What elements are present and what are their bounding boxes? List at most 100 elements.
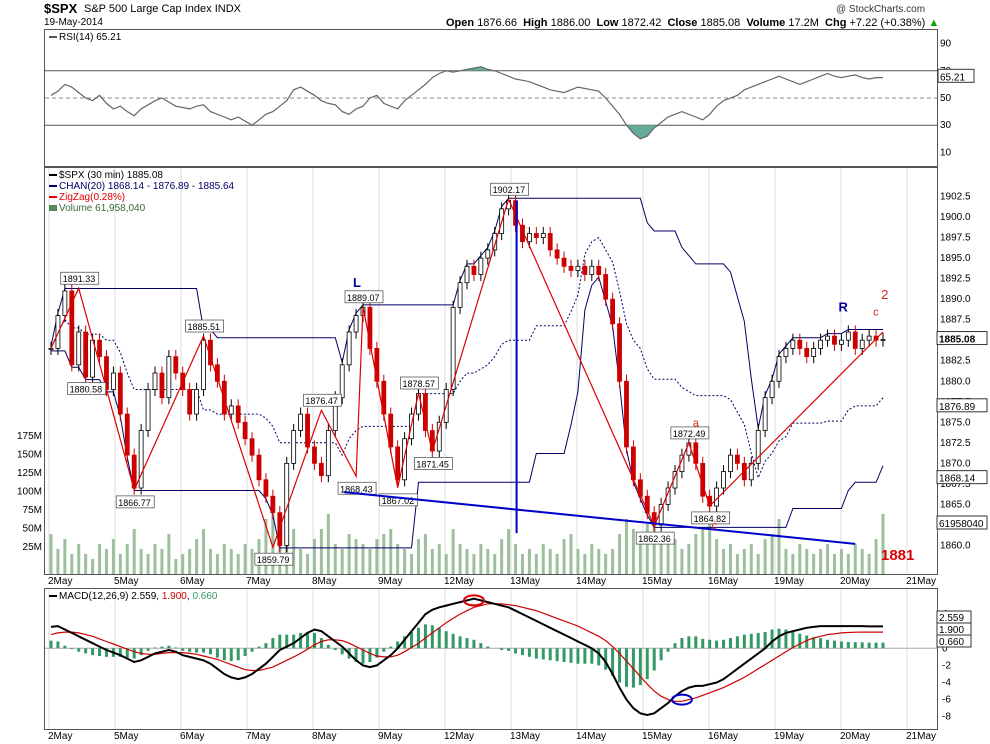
macd-hist-bar	[486, 646, 490, 649]
price-x-axis: 2May 5May 6May 7May 8May 9May 12May 13May 14May 1…	[48, 576, 936, 587]
pivot-label: 1902.17	[493, 185, 526, 195]
macd-hist-bar	[874, 642, 878, 649]
volume-bar	[832, 554, 836, 574]
volume-bar	[153, 544, 157, 574]
volume-bar	[722, 549, 726, 574]
macd-hist-bar	[541, 648, 545, 660]
candle-body	[367, 306, 373, 349]
macd-hist-bar	[555, 648, 559, 662]
wave-label: c	[712, 520, 718, 532]
macd-hist-bar	[181, 648, 185, 651]
macd-hist-bar	[805, 635, 809, 649]
pivot-label: 1872.49	[673, 429, 706, 439]
pattern-label-R: R	[838, 299, 848, 314]
macd-hist-bar	[271, 638, 275, 649]
volume-bar	[118, 554, 122, 574]
candle-body	[388, 413, 394, 448]
volume-bar	[250, 549, 254, 574]
macd-hist-bar	[326, 644, 330, 649]
candle-body	[859, 339, 865, 349]
volume-bar	[125, 544, 129, 574]
candle-body	[395, 446, 401, 481]
candle-body	[825, 335, 830, 341]
price-right-label: 1876.89	[939, 402, 976, 413]
volume-bar	[770, 534, 774, 574]
price-right-box	[936, 331, 988, 346]
volume-bar	[208, 549, 212, 574]
volume-bar	[271, 514, 275, 574]
candle-body	[575, 265, 581, 271]
price-x-tick: 8May	[312, 576, 336, 587]
volume-bar	[306, 554, 310, 574]
macd-hist-bar	[590, 648, 594, 664]
candle-body	[568, 265, 574, 271]
candle-body	[762, 397, 768, 431]
volume-bar	[437, 544, 441, 574]
volume-bar	[860, 549, 864, 574]
volume-bar	[853, 544, 857, 574]
volume-bar	[98, 544, 102, 574]
price-tick: 1895.0	[940, 253, 971, 264]
volume-bar	[659, 534, 663, 574]
candle-body	[776, 356, 782, 382]
candle-body	[339, 364, 345, 399]
macd-hist-bar	[292, 634, 296, 649]
pivot-box	[400, 376, 439, 390]
macd-x-axis: 2May 5May 6May 7May 8May 9May 12May 13May 14May 1…	[48, 731, 936, 742]
macd-right-label: 2.559	[939, 613, 964, 624]
macd-hist-bar	[444, 631, 448, 649]
volume-bar	[742, 549, 746, 574]
volume-bar	[465, 549, 469, 574]
volume-bar	[867, 554, 871, 574]
macd-hist-bar	[576, 648, 580, 664]
macd-x-tick: 2May	[48, 731, 72, 742]
pivot-label: 1868.43	[340, 484, 373, 494]
volume-bar	[430, 549, 434, 574]
macd-hist-bar	[278, 634, 282, 649]
price-tick: 1872.5	[940, 438, 971, 449]
neckline-trendline	[343, 491, 856, 545]
price-x-tick: 20May	[840, 576, 870, 587]
volume-bar	[479, 544, 483, 574]
volume-bar	[333, 544, 337, 574]
macd-hist-bar	[728, 638, 732, 649]
price-panel: 1891.33 1880.58 1866.77 1885.51 1859.79 1876.…	[44, 167, 938, 575]
volume-bar	[56, 549, 60, 574]
price-right-label: 1868.14	[939, 474, 976, 485]
macd-hist-bar	[202, 648, 206, 653]
volume-bar	[292, 529, 296, 574]
volume-bar	[694, 534, 698, 574]
volume-bar	[687, 544, 691, 574]
macd-tick: -8	[942, 712, 951, 723]
volume-bar	[673, 539, 677, 574]
volume-bar	[728, 544, 732, 574]
pivot-label: 1871.45	[416, 459, 449, 469]
macd-hist-bar	[70, 648, 74, 650]
macd-hist-bar	[188, 648, 192, 652]
macd-hist-bar	[56, 641, 60, 649]
macd-tick: -2	[942, 660, 951, 671]
volume-bar	[91, 559, 95, 574]
price-x-tick: 14May	[576, 576, 606, 587]
volume-bar	[590, 544, 594, 574]
candle-body	[346, 331, 352, 366]
candle-body	[839, 339, 844, 345]
price-x-tick: 16May	[708, 576, 738, 587]
macd-hist-bar	[791, 632, 795, 649]
price-tick: 1897.5	[940, 233, 971, 244]
candle-body	[173, 356, 179, 374]
macd-hist-bar	[583, 648, 587, 664]
macd-hist-bar	[645, 648, 649, 680]
macd-tick: -6	[942, 695, 951, 706]
macd-hist-bar	[257, 646, 261, 649]
macd-hist-bar	[146, 648, 150, 651]
macd-hist-bar	[673, 643, 677, 649]
macd-hist-bar	[437, 627, 441, 649]
pivot-box	[60, 271, 100, 285]
candle-body	[596, 265, 602, 275]
volume-bar	[416, 539, 420, 574]
macd-hist-bar	[701, 638, 705, 649]
volume-bar	[389, 529, 393, 574]
macd-line	[50, 597, 883, 717]
macd-hist-bar	[465, 638, 469, 649]
